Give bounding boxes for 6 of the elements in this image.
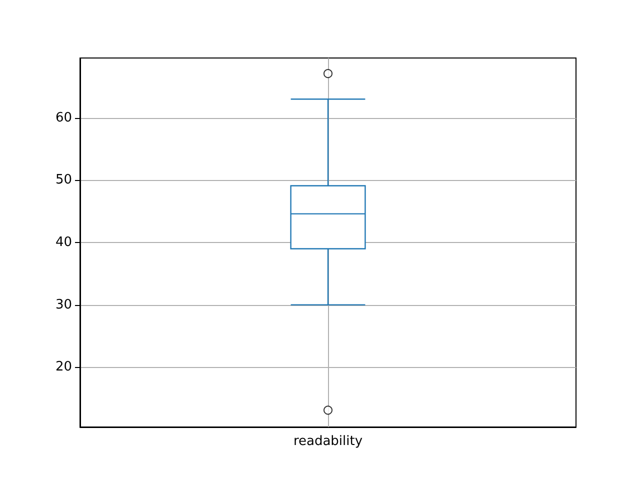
- y-tick-label: 50: [55, 172, 72, 188]
- x-tick-label: readability: [293, 434, 363, 449]
- y-tick-label: 20: [55, 360, 72, 375]
- y-tick-label: 40: [55, 235, 72, 250]
- y-tick-label: 60: [55, 110, 72, 126]
- y-tick-label: 30: [55, 297, 72, 312]
